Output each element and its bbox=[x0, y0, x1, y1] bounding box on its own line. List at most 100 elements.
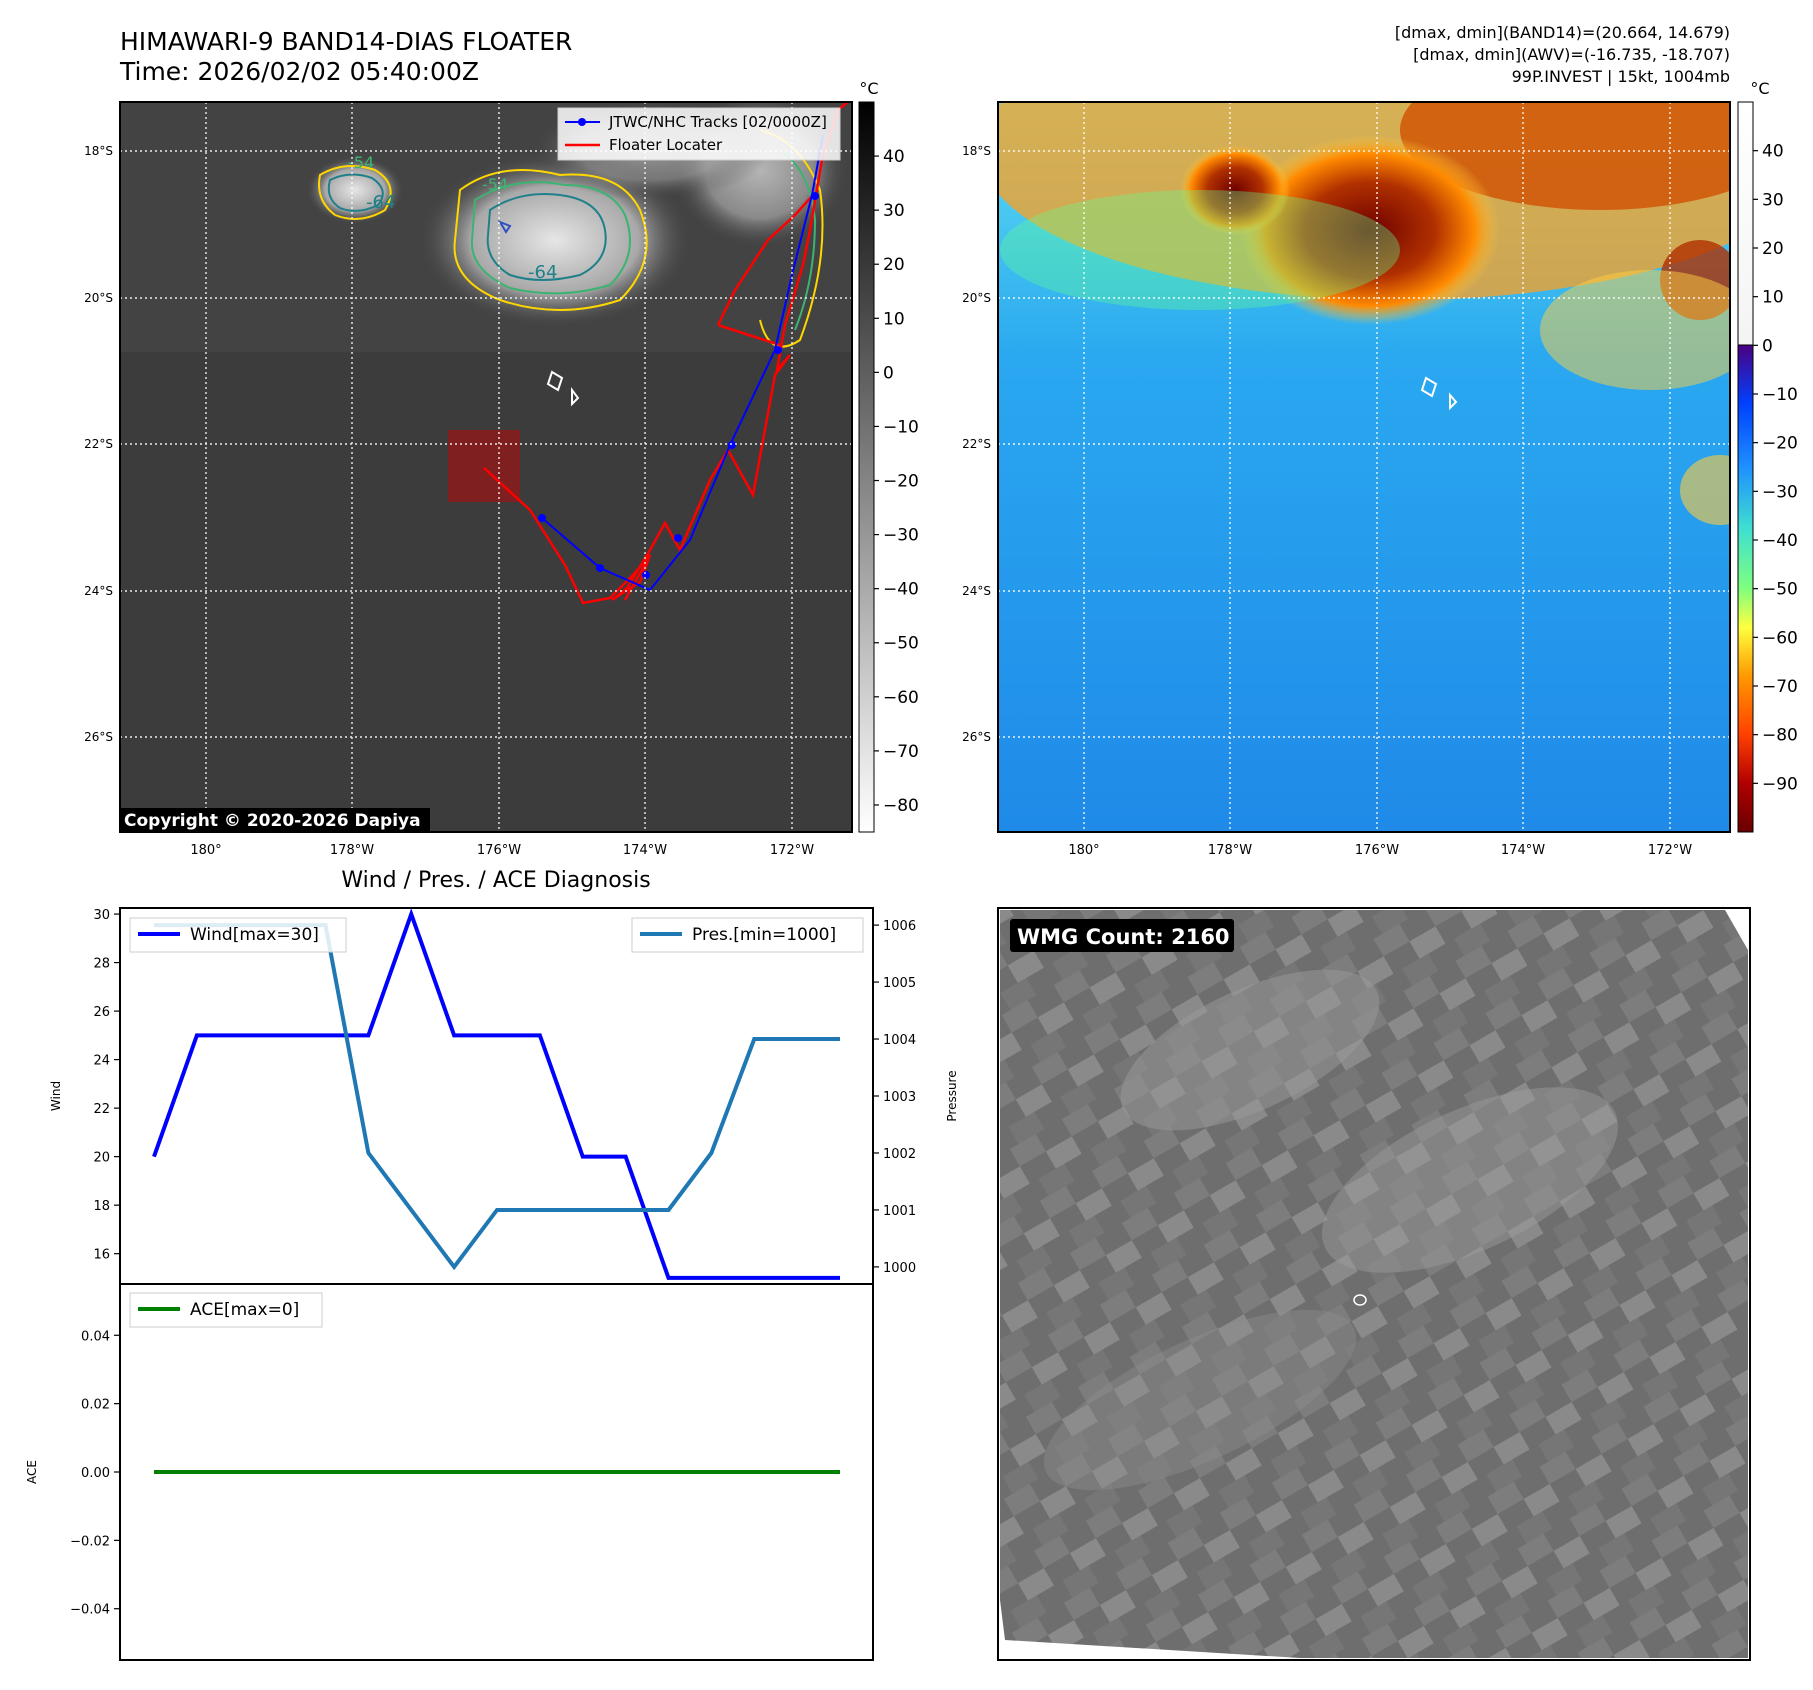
colorbar-right-tick-label: 20 bbox=[1762, 239, 1784, 259]
colorbar-left-tick-label: −30 bbox=[883, 526, 919, 546]
pres-axis-tick-label: 1002 bbox=[883, 1147, 916, 1162]
wind-axis-tick-label: 28 bbox=[93, 957, 110, 972]
pres-axis-label: Pressure bbox=[945, 1070, 959, 1121]
colorbar-left-tick-label: 10 bbox=[883, 309, 905, 329]
ace-axis-tick-label: −0.04 bbox=[70, 1603, 110, 1618]
colorbar-right-tick-label: 0 bbox=[1762, 336, 1773, 356]
pres-axis-tick-label: 1006 bbox=[883, 919, 916, 934]
legend-ace-label: ACE[max=0] bbox=[190, 1300, 299, 1320]
figure-time: Time: 2026/02/02 05:40:00Z bbox=[119, 57, 479, 86]
pres-axis-tick-label: 1003 bbox=[883, 1090, 916, 1105]
lon-label: 172°W bbox=[770, 843, 814, 858]
stats-storm: 99P.INVEST | 15kt, 1004mb bbox=[1512, 67, 1730, 86]
track-point bbox=[642, 571, 650, 579]
ace-axis-tick-label: 0.00 bbox=[81, 1466, 110, 1481]
colorbar-right-tick-label: −30 bbox=[1762, 482, 1798, 502]
colorbar-right-tick-label: 10 bbox=[1762, 288, 1784, 308]
track-point bbox=[538, 514, 546, 522]
lat-label: 20°S bbox=[84, 291, 113, 305]
wind-axis-tick-label: 22 bbox=[93, 1102, 110, 1117]
legend-wind-label: Wind[max=30] bbox=[190, 925, 319, 945]
lon-label: 176°W bbox=[477, 843, 521, 858]
lon-label: 180° bbox=[1068, 843, 1099, 858]
contour-label: -54 bbox=[348, 153, 374, 172]
map-legend: JTWC/NHC Tracks [02/0000Z] Floater Locat… bbox=[557, 107, 841, 161]
colorbar-right-tick-label: −90 bbox=[1762, 774, 1798, 794]
ir-map-panel: -64 -64 -54 -54 bbox=[120, 102, 852, 832]
legend-pres-label: Pres.[min=1000] bbox=[692, 925, 836, 945]
lon-label: 174°W bbox=[1501, 843, 1545, 858]
colorbar-left-tick-label: −50 bbox=[883, 634, 919, 654]
colorbar-left-unit: °C bbox=[859, 79, 878, 98]
lat-label: 18°S bbox=[84, 144, 113, 158]
lat-label: 26°S bbox=[84, 730, 113, 744]
colorbar-left-tick-label: 0 bbox=[883, 363, 894, 383]
colorbar-right-unit: °C bbox=[1750, 79, 1769, 98]
wind-axis-tick-label: 26 bbox=[93, 1005, 110, 1020]
colorbar-right-tick-label: −70 bbox=[1762, 677, 1798, 697]
colorbar-left-tick-label: −80 bbox=[883, 796, 919, 816]
copyright-text: Copyright © 2020-2026 Dapiya bbox=[124, 811, 421, 831]
colorbar-right-tick-label: 30 bbox=[1762, 190, 1784, 210]
floater-locater-upper bbox=[716, 194, 814, 326]
lat-label: 18°S bbox=[962, 144, 991, 158]
colorbar-left-tick-label: −10 bbox=[883, 417, 919, 437]
lat-label: 20°S bbox=[962, 291, 991, 305]
contour-label: -54 bbox=[482, 175, 508, 194]
colorbar-right-tick-label: −40 bbox=[1762, 531, 1798, 551]
lon-label: 178°W bbox=[330, 843, 374, 858]
wind-axis-tick-label: 16 bbox=[93, 1248, 110, 1263]
wmg-panel: WMG Count: 2160 bbox=[997, 907, 1751, 1661]
lat-label: 24°S bbox=[962, 584, 991, 598]
lon-label: 178°W bbox=[1208, 843, 1252, 858]
wv-map-gridlines bbox=[998, 102, 1730, 832]
ace-axis-label: ACE bbox=[25, 1460, 39, 1484]
legend-wind: Wind[max=30] bbox=[129, 917, 347, 953]
colorbar-left-tick-label: 40 bbox=[883, 147, 905, 167]
colorbar-left-tick-label: 20 bbox=[883, 255, 905, 275]
legend-ace: ACE[max=0] bbox=[129, 1292, 323, 1328]
wind-axis-tick-label: 30 bbox=[93, 908, 110, 923]
wind-axis-tick-label: 20 bbox=[93, 1151, 110, 1166]
ace-axis-tick-label: 0.02 bbox=[81, 1398, 110, 1413]
track-point bbox=[596, 564, 604, 572]
floater-locater-branch bbox=[623, 554, 652, 601]
wv-map-lat-labels: 18°S 20°S 22°S 24°S 26°S bbox=[962, 144, 991, 744]
colorbar-right-tick-label: 40 bbox=[1762, 142, 1784, 162]
lat-label: 22°S bbox=[84, 437, 113, 451]
floater-locater-line bbox=[483, 102, 850, 605]
lon-label: 176°W bbox=[1355, 843, 1399, 858]
floater-locater-connector bbox=[717, 323, 781, 347]
lon-label: 174°W bbox=[623, 843, 667, 858]
track-point bbox=[674, 534, 682, 542]
contour-label: -64 bbox=[528, 262, 557, 283]
wmg-count-box bbox=[1010, 919, 1234, 952]
wind-axis-tick-label: 18 bbox=[93, 1199, 110, 1214]
pres-axis-tick-label: 1000 bbox=[883, 1261, 916, 1276]
colorbar-left-tick-label: −40 bbox=[883, 580, 919, 600]
figure-title: HIMAWARI-9 BAND14-DIAS FLOATER bbox=[120, 27, 572, 56]
ace-axis-tick-label: 0.04 bbox=[81, 1329, 110, 1344]
pres-axis-tick-label: 1005 bbox=[883, 976, 916, 991]
colorbar-right-tick-label: −50 bbox=[1762, 580, 1798, 600]
stats-awv: [dmax, dmin](AWV)=(-16.735, -18.707) bbox=[1413, 45, 1730, 64]
legend-pres: Pres.[min=1000] bbox=[631, 917, 864, 953]
lat-label: 24°S bbox=[84, 584, 113, 598]
ir-map-lon-labels: 180° 178°W 176°W 174°W 172°W bbox=[190, 843, 814, 858]
pres-axis-tick-label: 1004 bbox=[883, 1033, 916, 1048]
colorbar-right-tick-label: −80 bbox=[1762, 726, 1798, 746]
wv-map-lon-labels: 180° 178°W 176°W 174°W 172°W bbox=[1068, 843, 1692, 858]
track-point bbox=[811, 192, 819, 200]
contour-label: -64 bbox=[366, 192, 395, 213]
lat-label: 22°S bbox=[962, 437, 991, 451]
lat-label: 26°S bbox=[962, 730, 991, 744]
colorbar-right: °C 40 30 20 10 0 −10 −20 −30 −40 −50 −60 −70 −80 −90 bbox=[1737, 79, 1798, 833]
legend-floater-locater: Floater Locater bbox=[609, 136, 723, 154]
colorbar-left-tick-label: 30 bbox=[883, 201, 905, 221]
stats-band14: [dmax, dmin](BAND14)=(20.664, 14.679) bbox=[1395, 23, 1730, 42]
lon-label: 172°W bbox=[1648, 843, 1692, 858]
ace-axis-tick-label: −0.02 bbox=[70, 1534, 110, 1549]
wv-map-panel bbox=[998, 102, 1730, 832]
lon-label: 180° bbox=[190, 843, 221, 858]
colorbar-right-tick-label: −20 bbox=[1762, 434, 1798, 454]
